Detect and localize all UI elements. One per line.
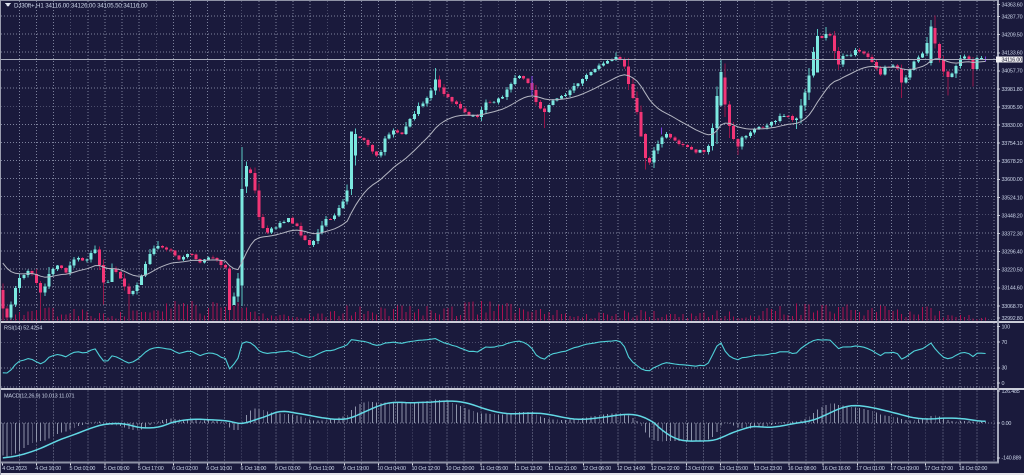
- svg-text:4 Oct 2023: 4 Oct 2023: [2, 466, 27, 472]
- svg-text:34287.70: 34287.70: [1002, 15, 1023, 21]
- svg-text:12 Oct 22:00: 12 Oct 22:00: [651, 466, 680, 472]
- svg-text:17 Oct 17:00: 17 Oct 17:00: [925, 466, 954, 472]
- svg-text:34057.70: 34057.70: [1002, 69, 1023, 75]
- svg-text:33524.10: 33524.10: [1002, 195, 1023, 201]
- svg-text:11 Oct 05:00: 11 Oct 05:00: [480, 466, 508, 472]
- svg-text:10 Oct 20:00: 10 Oct 20:00: [446, 466, 475, 472]
- svg-text:5 Oct 01:00: 5 Oct 01:00: [70, 466, 96, 472]
- svg-text:-140.889: -140.889: [1002, 456, 1022, 462]
- svg-text:0.00: 0.00: [1002, 421, 1012, 427]
- svg-text:100: 100: [1002, 324, 1011, 330]
- svg-text:13 Oct 23:00: 13 Oct 23:00: [754, 466, 783, 472]
- svg-text:17 Oct 09:00: 17 Oct 09:00: [890, 466, 919, 472]
- svg-text:16 Oct 16:00: 16 Oct 16:00: [822, 466, 851, 472]
- svg-text:MACD(12,26,9) 10.013 11.071: MACD(12,26,9) 10.013 11.071: [4, 394, 75, 400]
- svg-text:10 Oct 04:00: 10 Oct 04:00: [377, 466, 406, 472]
- svg-text:6 Oct 02:00: 6 Oct 02:00: [172, 466, 198, 472]
- svg-text:33372.30: 33372.30: [1002, 232, 1023, 238]
- svg-text:33981.80: 33981.80: [1002, 87, 1023, 93]
- svg-text:13 Oct 15:00: 13 Oct 15:00: [719, 466, 748, 472]
- svg-text:34363.60: 34363.60: [1002, 2, 1023, 8]
- svg-text:4 Oct 16:00: 4 Oct 16:00: [35, 466, 61, 472]
- svg-text:17 Oct 01:00: 17 Oct 01:00: [856, 466, 885, 472]
- svg-text:34116.00: 34116.00: [1002, 58, 1023, 64]
- svg-text:30: 30: [1002, 366, 1008, 372]
- svg-text:33068.70: 33068.70: [1002, 304, 1023, 310]
- svg-text:33448.20: 33448.20: [1002, 213, 1023, 219]
- svg-text:33905.90: 33905.90: [1002, 105, 1023, 111]
- svg-text:13 Oct 07:00: 13 Oct 07:00: [685, 466, 714, 472]
- svg-text:33754.10: 33754.10: [1002, 141, 1023, 147]
- svg-text:12 Oct 06:00: 12 Oct 06:00: [583, 466, 612, 472]
- svg-text:11 Oct 21:00: 11 Oct 21:00: [548, 466, 576, 472]
- svg-text:34133.60: 34133.60: [1002, 51, 1023, 57]
- svg-text:126.485: 126.485: [1002, 389, 1020, 395]
- svg-text:70: 70: [1002, 340, 1008, 346]
- svg-text:33220.50: 33220.50: [1002, 268, 1023, 274]
- svg-text:RSI(14) 52.4254: RSI(14) 52.4254: [4, 326, 42, 332]
- svg-text:6 Oct 18:00: 6 Oct 18:00: [241, 466, 267, 472]
- svg-text:9 Oct 11:00: 9 Oct 11:00: [309, 466, 334, 472]
- svg-text:33296.40: 33296.40: [1002, 250, 1023, 256]
- svg-text:33600.00: 33600.00: [1002, 177, 1023, 183]
- svg-text:16 Oct 08:00: 16 Oct 08:00: [788, 466, 817, 472]
- svg-text:34209.50: 34209.50: [1002, 33, 1023, 39]
- svg-text:11 Oct 13:00: 11 Oct 13:00: [514, 466, 542, 472]
- svg-text:33144.60: 33144.60: [1002, 286, 1023, 292]
- svg-text:5 Oct 09:00: 5 Oct 09:00: [104, 466, 130, 472]
- svg-text:18 Oct 02:00: 18 Oct 02:00: [959, 466, 988, 472]
- svg-text:5 Oct 17:00: 5 Oct 17:00: [138, 466, 164, 472]
- svg-text:10 Oct 12:00: 10 Oct 12:00: [412, 466, 441, 472]
- svg-text:33678.20: 33678.20: [1002, 159, 1023, 165]
- svg-text:DJ30ft+,H1 34116.00 34126.00 3: DJ30ft+,H1 34116.00 34126.00 34105.50 34…: [14, 3, 148, 10]
- svg-text:9 Oct 03:00: 9 Oct 03:00: [275, 466, 301, 472]
- svg-text:33830.00: 33830.00: [1002, 123, 1023, 129]
- svg-text:32992.80: 32992.80: [1002, 316, 1023, 322]
- svg-text:12 Oct 14:00: 12 Oct 14:00: [617, 466, 646, 472]
- svg-text:6 Oct 10:00: 6 Oct 10:00: [206, 466, 232, 472]
- svg-text:0: 0: [1002, 381, 1005, 387]
- svg-text:9 Oct 19:00: 9 Oct 19:00: [343, 466, 369, 472]
